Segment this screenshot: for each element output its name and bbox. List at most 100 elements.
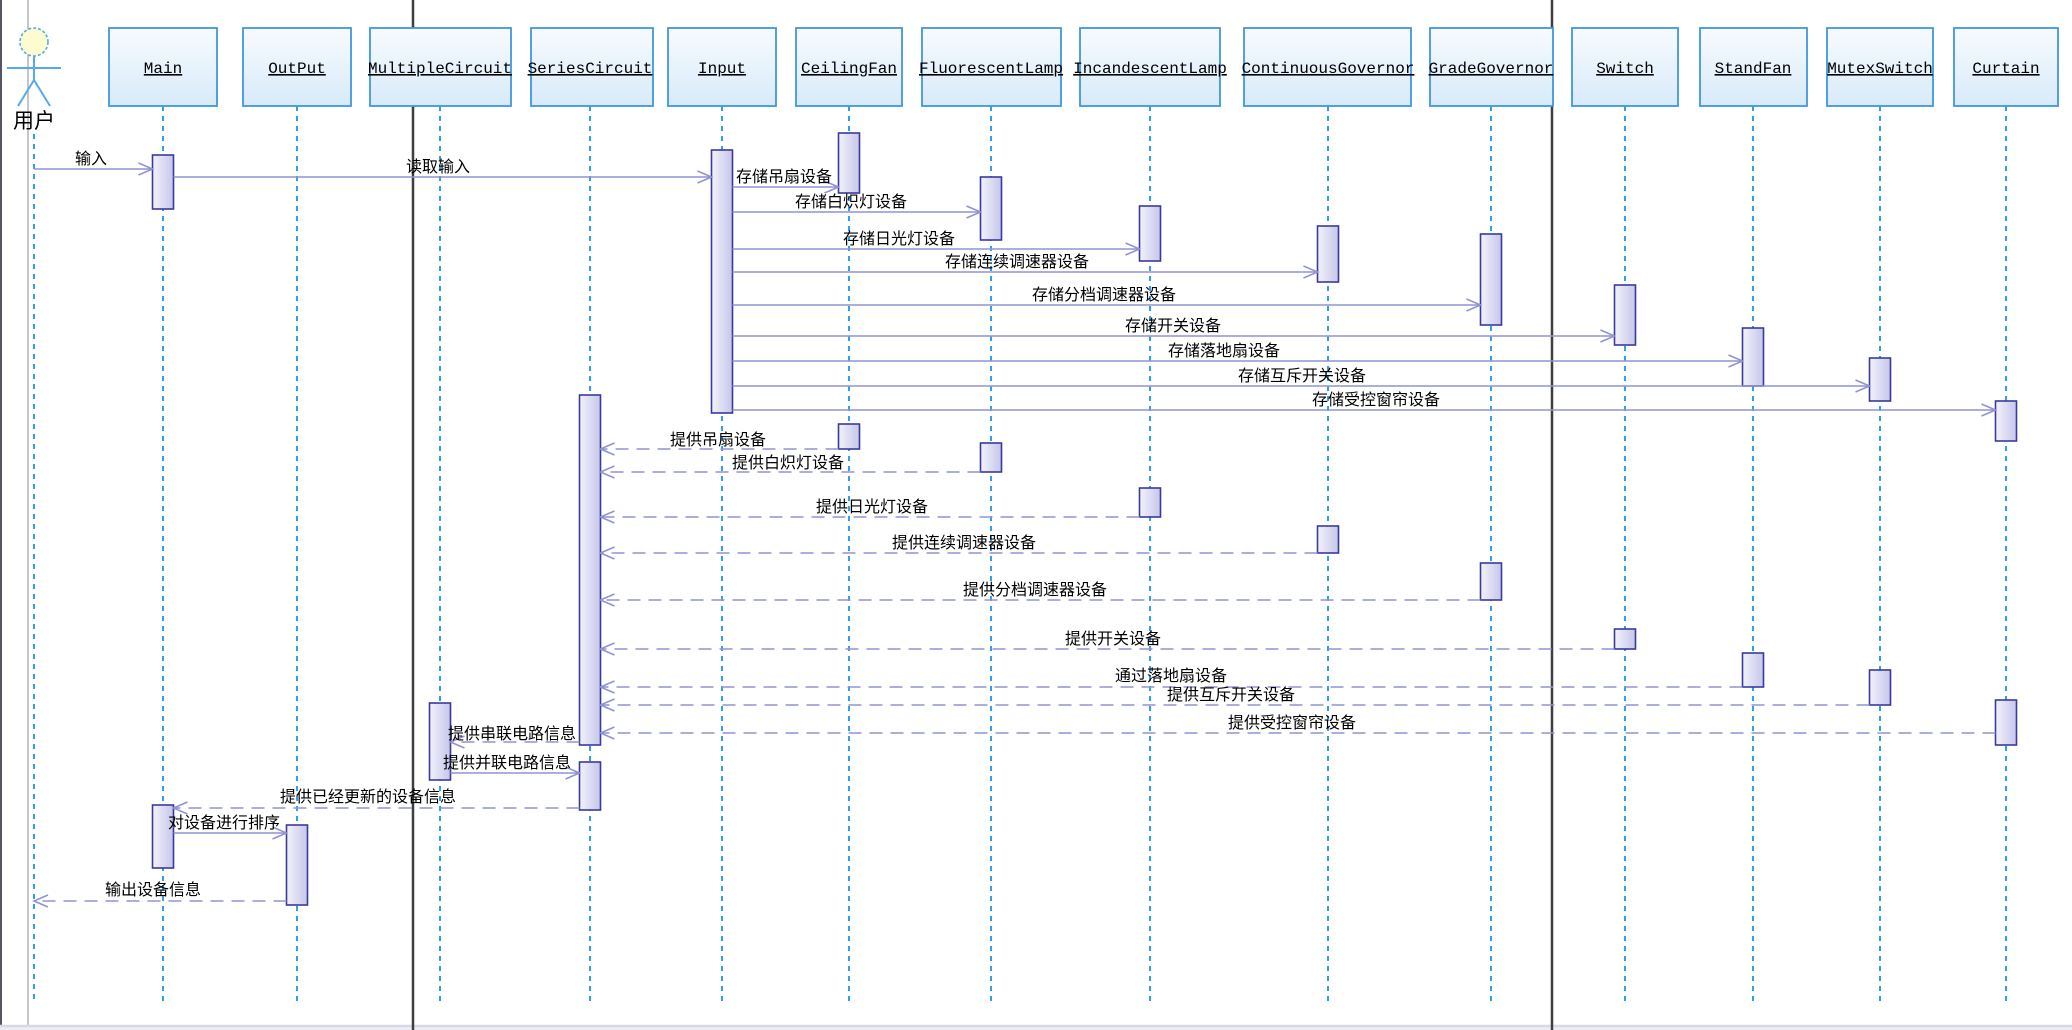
arrowhead-provide-updated-device-info [171, 801, 188, 815]
continuousgovernor-store-activation[interactable] [1316, 225, 1340, 283]
message-output-device-info[interactable]: 输出设备信息 [31, 880, 287, 908]
lifeline-head-mutexswitch[interactable]: MutexSwitch [1826, 27, 1934, 107]
lifeline-head-main[interactable]: Main [108, 27, 218, 107]
message-provide-incandescent-lamp[interactable]: 提供白炽灯设备 [598, 453, 981, 479]
message-label-provide-grade-governor: 提供分档调速器设备 [963, 580, 1107, 599]
lifeline-head-curtain[interactable]: Curtain [1953, 27, 2059, 107]
message-provide-series-circuit-info[interactable]: 提供串联电路信息 [448, 724, 580, 749]
lifeline-head-box-output [242, 27, 352, 107]
message-provide-ceiling-fan[interactable]: 提供吊扇设备 [598, 430, 839, 456]
standfan-store-activation[interactable] [1741, 327, 1765, 387]
main-activation-1[interactable] [151, 154, 175, 210]
lifeline-head-box-mutexswitch [1826, 27, 1934, 107]
message-label-provide-continuous-governor: 提供连续调速器设备 [892, 533, 1036, 552]
message-provide-updated-device-info[interactable]: 提供已经更新的设备信息 [171, 787, 580, 815]
lifeline-head-fluorescentlamp[interactable]: FluorescentLamp [919, 27, 1063, 107]
message-sort-devices[interactable]: 对设备进行排序 [168, 813, 289, 840]
arrowhead-provide-mutex-switch [598, 698, 615, 712]
mutexswitch-return-activation[interactable] [1868, 669, 1892, 706]
message-store-incandescent-lamp[interactable]: 存储白炽灯设备 [732, 192, 983, 219]
message-read-input[interactable]: 读取输入 [173, 157, 714, 184]
message-label-provide-incandescent-lamp: 提供白炽灯设备 [732, 453, 844, 472]
lifeline-head-gradegovernor[interactable]: GradeGovernor [1429, 27, 1554, 107]
lifeline-head-box-standfan [1699, 27, 1808, 107]
message-label-store-continuous-governor: 存储连续调速器设备 [945, 252, 1089, 271]
gradegovernor-return-activation[interactable] [1479, 562, 1503, 601]
message-label-store-switch: 存储开关设备 [1125, 316, 1221, 335]
lifeline-head-continuousgovernor[interactable]: ContinuousGovernor [1242, 27, 1415, 107]
message-store-curtain[interactable]: 存储受控窗帘设备 [732, 390, 1998, 417]
lifeline-head-output[interactable]: OutPut [242, 27, 352, 107]
seriescircuit-activation-2[interactable] [578, 761, 602, 811]
message-label-store-stand-fan: 存储落地扇设备 [1168, 341, 1280, 360]
curtain-return-activation[interactable] [1994, 699, 2018, 746]
continuousgovernor-return-activation[interactable] [1316, 525, 1340, 554]
ceilingfan-store-activation[interactable] [837, 132, 861, 194]
seriescircuit-main-activation[interactable] [578, 394, 602, 746]
gradegovernor-store-activation[interactable] [1479, 233, 1503, 326]
message-provide-switch[interactable]: 提供开关设备 [598, 629, 1615, 656]
message-label-provide-updated-device-info: 提供已经更新的设备信息 [280, 787, 456, 806]
lifeline-head-ceilingfan[interactable]: CeilingFan [795, 27, 903, 107]
incandescentlamp-return-activation[interactable] [1138, 487, 1162, 518]
switch-store-activation[interactable] [1613, 284, 1637, 346]
lifeline-head-label-mutexswitch: MutexSwitch [1827, 60, 1933, 78]
lifeline-head-label-main: Main [144, 60, 182, 78]
message-label-input: 输入 [75, 149, 107, 168]
message-store-switch[interactable]: 存储开关设备 [732, 316, 1617, 343]
message-provide-continuous-governor[interactable]: 提供连续调速器设备 [598, 533, 1318, 560]
lifeline-head-box-curtain [1953, 27, 2059, 107]
message-store-stand-fan[interactable]: 存储落地扇设备 [732, 341, 1745, 368]
message-provide-curtain[interactable]: 提供受控窗帘设备 [598, 713, 1996, 740]
lifeline-head-multiplecircuit[interactable]: MultipleCircuit [368, 27, 512, 107]
message-label-store-fluorescent-lamp: 存储日光灯设备 [843, 229, 955, 248]
mutexswitch-store-activation[interactable] [1868, 357, 1892, 402]
lifeline-head-box-fluorescentlamp [921, 27, 1062, 107]
actor-user[interactable]: 用户 [7, 27, 61, 133]
arrowhead-provide-series-circuit-info [448, 735, 465, 749]
lifeline-head-label-curtain: Curtain [1972, 60, 2039, 78]
main-activation-2[interactable] [151, 804, 175, 869]
arrowhead-provide-switch [598, 642, 615, 656]
lifeline-head-box-seriescircuit [530, 27, 654, 107]
lifeline-head-label-fluorescentlamp: FluorescentLamp [919, 60, 1063, 78]
message-store-grade-governor[interactable]: 存储分档调速器设备 [732, 285, 1483, 312]
message-store-ceiling-fan[interactable]: 存储吊扇设备 [732, 167, 841, 194]
ceilingfan-return-activation[interactable] [837, 423, 861, 450]
message-input[interactable]: 输入 [34, 149, 155, 176]
incandescentlamp-store-activation[interactable] [1138, 205, 1162, 262]
input-activation[interactable] [710, 149, 734, 414]
message-store-fluorescent-lamp[interactable]: 存储日光灯设备 [732, 229, 1142, 256]
message-label-provide-ceiling-fan: 提供吊扇设备 [670, 430, 766, 449]
lifeline-head-standfan[interactable]: StandFan [1699, 27, 1808, 107]
lifeline-head-box-switch [1571, 27, 1679, 107]
message-provide-parallel-circuit-info[interactable]: 提供并联电路信息 [443, 753, 582, 780]
fluorescentlamp-return-activation[interactable] [979, 442, 1003, 473]
message-via-stand-fan[interactable]: 通过落地扇设备 [598, 666, 1743, 694]
actor-right-leg-icon [33, 79, 51, 107]
message-provide-mutex-switch[interactable]: 提供互斥开关设备 [598, 685, 1870, 712]
lifeline-head-box-gradegovernor [1429, 27, 1554, 107]
fluorescentlamp-store-activation[interactable] [979, 176, 1003, 241]
standfan-return-activation[interactable] [1741, 652, 1765, 688]
message-label-via-stand-fan: 通过落地扇设备 [1115, 666, 1227, 685]
lifeline-head-switch[interactable]: Switch [1571, 27, 1679, 107]
message-label-provide-series-circuit-info: 提供串联电路信息 [448, 724, 576, 743]
output-activation[interactable] [285, 824, 309, 906]
message-provide-fluorescent-lamp[interactable]: 提供日光灯设备 [598, 497, 1140, 524]
lifeline-head-seriescircuit[interactable]: SeriesCircuit [528, 27, 654, 107]
arrowhead-sort-devices [272, 826, 289, 840]
message-store-mutex-switch[interactable]: 存储互斥开关设备 [732, 366, 1872, 393]
arrowhead-input [138, 162, 155, 176]
lifeline-head-input[interactable]: Input [667, 27, 777, 107]
message-provide-grade-governor[interactable]: 提供分档调速器设备 [598, 580, 1481, 607]
lifeline-head-incandescentlamp[interactable]: IncandescentLamp [1073, 27, 1227, 107]
page-bottom-margin [0, 1026, 2072, 1030]
arrowhead-provide-parallel-circuit-info [565, 766, 582, 780]
message-store-continuous-governor[interactable]: 存储连续调速器设备 [732, 252, 1320, 279]
switch-return-activation[interactable] [1613, 628, 1637, 650]
curtain-store-activation[interactable] [1994, 400, 2018, 442]
lifeline-head-label-continuousgovernor: ContinuousGovernor [1242, 60, 1415, 78]
